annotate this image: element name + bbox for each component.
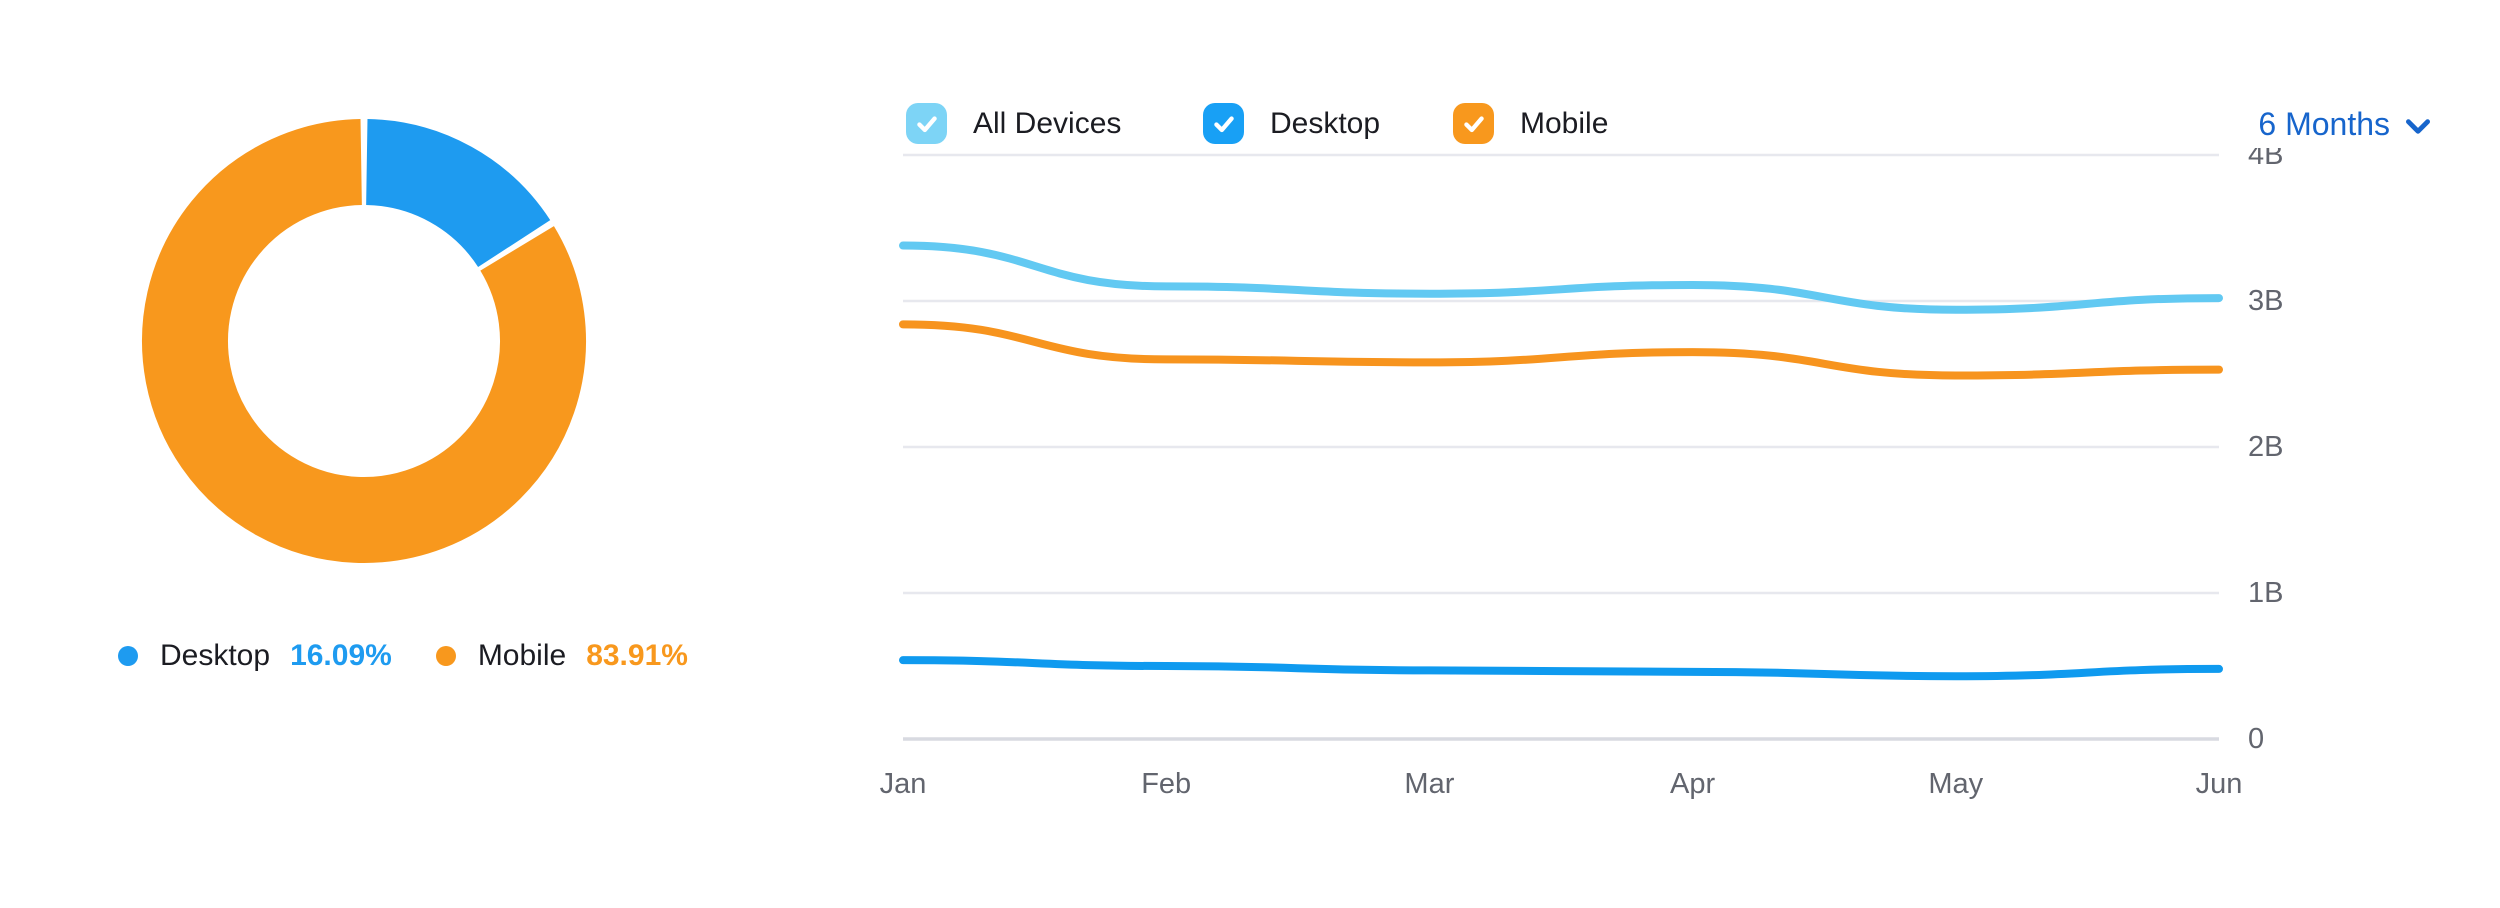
line-series-mobile [899, 320, 2223, 380]
legend-label: Mobile [477, 639, 567, 672]
check-icon [916, 115, 937, 132]
time-range-dropdown[interactable]: 6 Months [2244, 100, 2430, 148]
toggle-desktop: Desktop [1203, 103, 1380, 144]
donut-slice-mobile[interactable] [142, 119, 586, 563]
legend-item-desktop: Desktop 16.09% [118, 639, 392, 673]
y-axis-label: 3B [2248, 285, 2284, 317]
x-axis-label: Apr [1670, 768, 1716, 800]
toggle-label: All Devices [973, 106, 1122, 140]
y-axis-label: 1B [2248, 577, 2284, 609]
toggle-label: Mobile [1520, 106, 1609, 140]
donut-chart[interactable] [139, 119, 589, 569]
mobile-dot-icon [435, 646, 456, 666]
x-axis-label: Mar [1404, 768, 1455, 800]
check-icon [1463, 115, 1484, 132]
desktop-checkbox[interactable] [1203, 103, 1244, 144]
desktop-dot-icon [118, 646, 138, 666]
toggle-mobile: Mobile [1453, 103, 1608, 144]
legend-value: 83.91% [586, 639, 688, 672]
x-axis-label: May [1928, 768, 1984, 800]
legend-label: Desktop [160, 639, 271, 672]
line-series-all-devices [899, 241, 2223, 314]
x-axis-label: Feb [1141, 768, 1192, 800]
donut-slice-desktop[interactable] [364, 119, 551, 268]
y-axis-label: 0 [2248, 723, 2265, 755]
donut-legend: Desktop 16.09% Mobile 83.91% [118, 634, 688, 678]
toggle-all-devices: All Devices [906, 103, 1121, 144]
x-axis-label: Jun [2195, 768, 2243, 800]
all-devices-checkbox[interactable] [906, 103, 947, 144]
mobile-checkbox[interactable] [1453, 103, 1494, 144]
time-range-value: 6 Months [2258, 105, 2390, 142]
legend-item-mobile: Mobile 83.91% [435, 639, 688, 673]
y-axis-label: 2B [2248, 431, 2284, 463]
line-series-desktop [899, 656, 2223, 681]
x-axis-label: Jan [879, 768, 927, 800]
legend-value: 16.09% [290, 639, 392, 672]
chevron-down-icon [2406, 118, 2430, 134]
check-icon [1213, 115, 1234, 132]
toggle-label: Desktop [1270, 106, 1381, 140]
